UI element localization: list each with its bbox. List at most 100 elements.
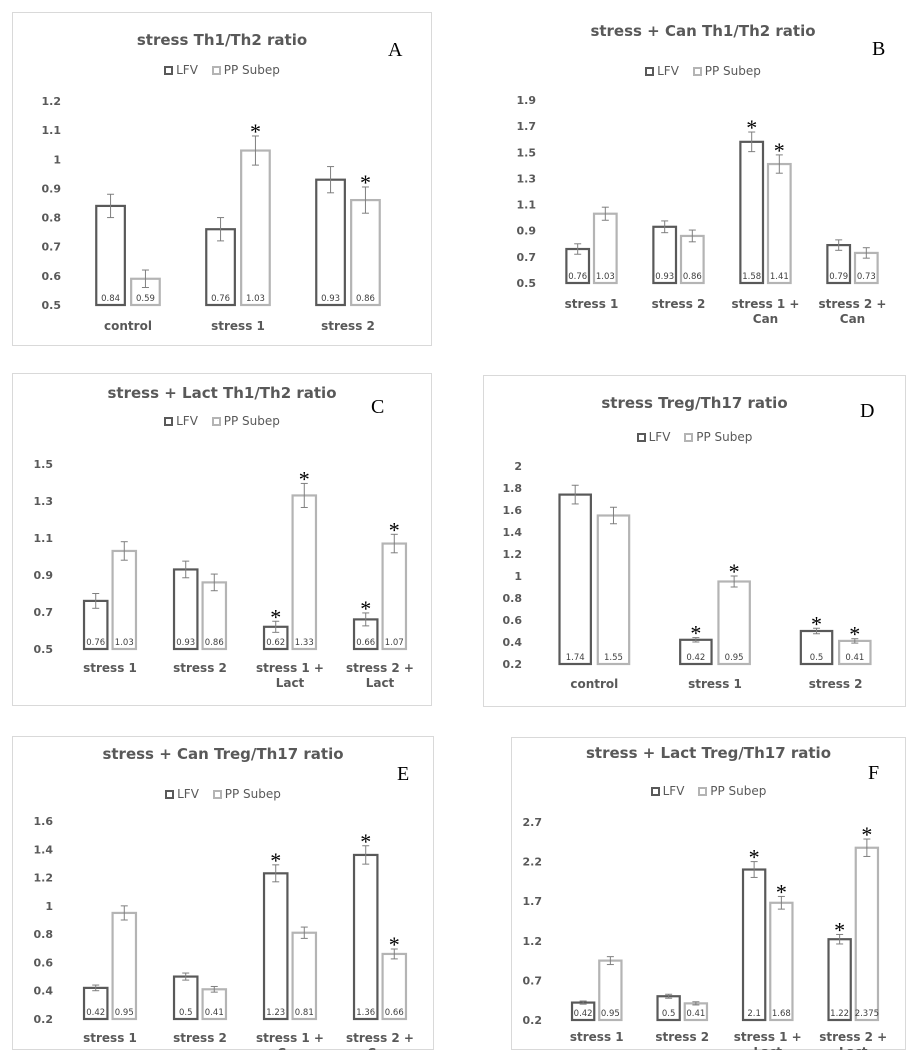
chart-svg: 0.2 0.7 1.2 1.7 2.2 2.7 stress 1 0.42 0.95 stress… [523,816,888,1050]
legend-swatch-lfv [164,66,174,75]
bar-lfv [558,493,592,666]
category-label: Lact [276,676,305,690]
data-label: 0.95 [725,653,744,663]
legend-swatch-lfv [645,67,655,76]
y-tick-label: 1.8 [503,482,523,495]
y-tick-label: 0.2 [503,658,523,671]
y-tick-label: 0.2 [34,1013,54,1026]
data-label: 1.03 [596,272,615,282]
legend-item-pp-subep: PP Subep [692,64,761,78]
y-tick-label: 0.9 [42,182,62,195]
chart-legend: LFV PP Subep [13,414,431,428]
y-tick-label: 0.9 [517,225,537,238]
data-label: 0.59 [136,294,155,304]
legend-label-pp-subep: PP Subep [704,64,761,78]
data-label: 1.22 [830,1009,849,1019]
panel-letter: A [388,39,403,61]
legend-swatch-pp-subep [211,66,221,75]
data-label: 0.84 [101,294,120,304]
legend-item-lfv: LFV [164,63,198,77]
data-label: 0.42 [86,1008,105,1018]
significance-star: * [360,170,371,195]
category-label: stress 2 + [819,297,887,311]
significance-star: * [776,879,787,904]
data-label: 0.93 [321,294,340,304]
category-label: stress 2 [173,1031,227,1045]
y-tick-label: 1.6 [503,504,523,517]
y-tick-label: 1.9 [517,94,537,107]
bar-pp-subep [111,549,138,651]
bar-pp-subep [854,846,880,1022]
legend-item-lfv: LFV [636,430,671,444]
y-tick-label: 0.4 [34,985,54,998]
chart-svg: 0.5 0.7 0.9 1.1 1.3 1.5 stress 1 0.76 1.03 stress… [34,458,414,690]
y-tick-label: 1 [53,153,61,166]
category-label: stress 2 + [819,1030,887,1044]
legend-label-lfv: LFV [177,787,199,801]
data-label: 0.86 [356,294,375,304]
legend-item-lfv: LFV [645,64,679,78]
significance-star: * [861,822,872,847]
y-tick-label: 1.1 [42,124,62,137]
y-tick-label: 0.5 [517,277,537,290]
y-tick-label: 0.8 [34,928,54,941]
data-label: 1.74 [566,653,585,663]
chart-title: stress Treg/Th17 ratio [601,394,788,412]
bar-pp-subep [130,277,161,307]
legend-swatch-pp-subep [698,787,708,796]
significance-star: * [811,611,822,636]
y-tick-label: 1.1 [34,532,54,545]
data-label: 1.58 [742,272,761,282]
data-label: 0.41 [205,1008,224,1018]
y-tick-label: 1.1 [517,199,537,212]
category-label: stress 1 + [732,297,800,311]
y-tick-label: 1.2 [503,548,523,561]
chart-panel-d: stress Treg/Th17 ratio LFV PP Subep D 0.… [483,375,906,707]
y-tick-label: 2 [514,460,522,473]
category-label: Can [277,1046,302,1050]
chart-title: stress Th1/Th2 ratio [136,31,308,49]
legend-label-pp-subep: PP Subep [223,414,280,428]
legend-item-pp-subep: PP Subep [698,784,766,798]
data-label: 0.73 [857,272,876,282]
legend-swatch-pp-subep [684,433,694,442]
y-tick-label: 0.6 [42,270,62,283]
data-label: 0.5 [810,653,824,663]
category-label: control [104,319,152,333]
data-label: 1.33 [295,638,314,648]
y-tick-label: 1.3 [34,495,54,508]
chart-svg: 0.5 0.7 0.9 1.1 1.3 1.5 1.7 1.9 stress 1 0.76 1.03… [517,94,887,326]
panel-letter: E [397,763,410,785]
data-label: 0.86 [205,638,224,648]
data-label: 0.95 [601,1009,620,1019]
legend-label-pp-subep: PP Subep [696,430,753,444]
significance-star: * [729,559,740,584]
bar-pp-subep [291,494,318,651]
category-label: Can [367,1046,392,1050]
category-label: control [570,677,618,691]
chart-legend: LFV PP Subep [13,63,431,77]
category-label: Lact [839,1045,868,1050]
legend-label-lfv: LFV [176,414,198,428]
data-label: 0.79 [829,272,848,282]
bar-lfv [262,872,289,1021]
category-label: stress 1 + [256,1031,324,1045]
y-tick-label: 1.7 [517,120,537,133]
legend-label-pp-subep: PP Subep [224,787,281,801]
legend-swatch-lfv [164,417,174,426]
legend-label-lfv: LFV [648,430,671,444]
data-label: 0.42 [686,653,705,663]
category-label: Can [840,312,865,326]
panel-letter: F [868,762,880,784]
significance-star: * [270,604,281,629]
bar-pp-subep [769,901,794,1022]
y-tick-label: 1.5 [34,458,54,471]
significance-star: * [389,517,400,542]
legend-item-pp-subep: PP Subep [212,787,281,801]
legend-item-lfv: LFV [164,414,198,428]
legend-swatch-pp-subep [212,790,222,799]
y-tick-label: 2.7 [523,816,543,829]
legend-swatch-pp-subep [692,67,702,76]
bar-lfv [95,204,126,307]
